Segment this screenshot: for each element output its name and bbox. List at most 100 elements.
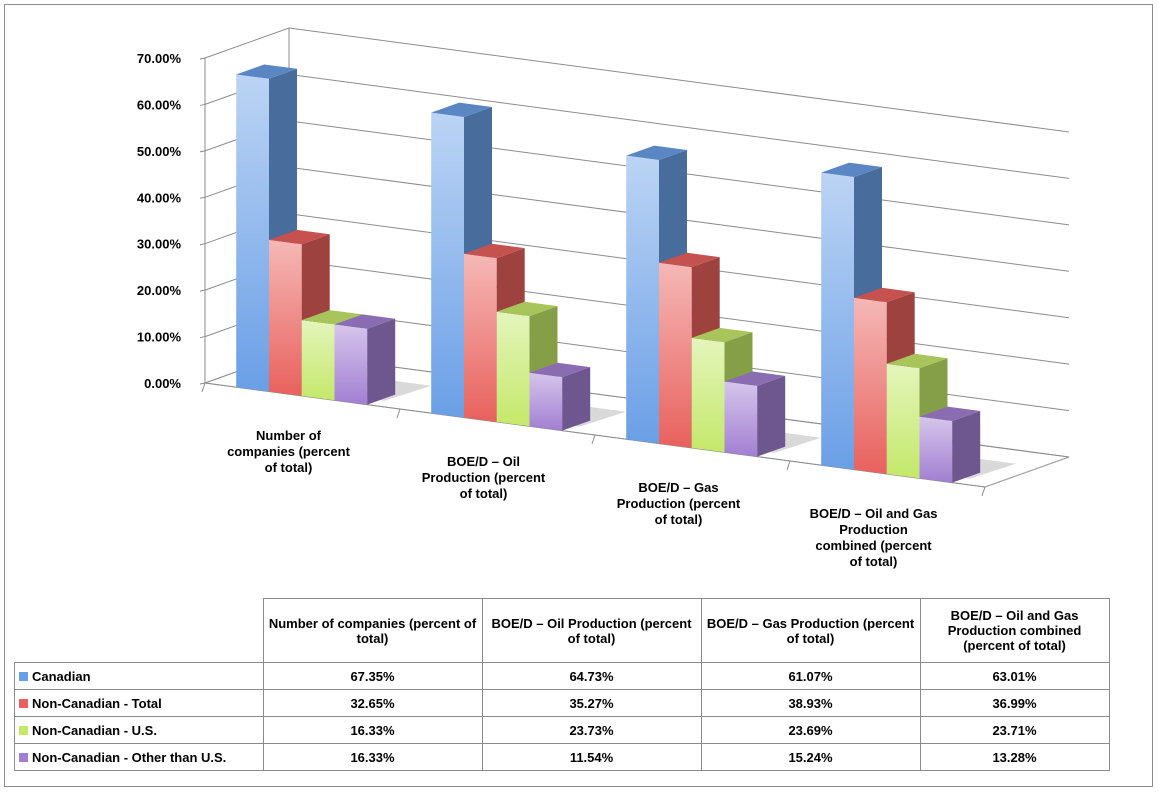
series-name: Non-Canadian - Total	[32, 695, 162, 711]
table-cell: 64.73%	[481, 662, 702, 690]
y-tick-label: 50.00%	[137, 144, 182, 159]
legend-swatch	[19, 698, 28, 708]
y-tick-mark	[199, 103, 206, 106]
x-tick-mark	[786, 460, 791, 471]
bar-top	[269, 229, 330, 245]
y-tick-label: 60.00%	[137, 97, 182, 112]
bar-front	[269, 239, 302, 396]
table-cell: 23.73%	[481, 716, 702, 744]
table-cell: 16.33%	[262, 716, 483, 744]
bar-top	[301, 310, 363, 325]
series-name: Non-Canadian - U.S.	[32, 722, 157, 738]
y-tick-mark	[199, 196, 206, 199]
bar	[919, 406, 981, 483]
table-cell: 35.27%	[481, 689, 702, 717]
bar-front	[659, 262, 692, 448]
table-cell: 32.65%	[262, 689, 483, 717]
legend-swatch	[19, 725, 28, 735]
y-tick-mark	[199, 336, 206, 339]
bar-top	[659, 252, 720, 268]
table-header-row: Number of companies (percent of total) B…	[14, 598, 1110, 663]
bar-front	[821, 172, 854, 470]
bar	[529, 362, 591, 431]
series-label: Non-Canadian - Total	[14, 689, 264, 717]
bar-top	[431, 102, 492, 117]
bar-front	[334, 324, 368, 405]
table-cell: 15.24%	[700, 743, 921, 771]
x-category-label: BOE/D – Oil Production (percent of total)	[422, 454, 546, 501]
bar-top	[854, 287, 915, 303]
table-corner	[14, 598, 264, 663]
series-label: Canadian	[14, 662, 264, 690]
bar-front	[301, 320, 335, 401]
y-tick-label: 10.00%	[137, 330, 182, 345]
table-cell: 13.28%	[919, 743, 1110, 771]
bar-top	[529, 362, 591, 378]
bar	[334, 314, 396, 405]
table-header: BOE/D – Gas Production (percent of total…	[700, 598, 921, 663]
bar-top	[821, 162, 882, 177]
bar-top	[691, 327, 753, 343]
x-category-label: BOE/D – Gas Production (percent of total)	[617, 480, 741, 527]
bar-top	[496, 301, 558, 317]
table-cell: 61.07%	[700, 662, 921, 690]
bar-front	[854, 297, 887, 474]
x-tick-mark	[201, 382, 206, 393]
y-tick-mark	[199, 243, 206, 246]
data-table: Number of companies (percent of total) B…	[14, 598, 1110, 771]
table-row: Non-Canadian - U.S. 16.33% 23.73% 23.69%…	[14, 716, 1110, 744]
bar-top	[886, 353, 948, 369]
bar-front	[886, 363, 920, 479]
y-tick-label: 20.00%	[137, 283, 182, 298]
bar-side	[367, 318, 396, 405]
y-tick-label: 30.00%	[137, 237, 182, 252]
y-tick-mark	[199, 150, 206, 153]
table-row: Non-Canadian - Other than U.S. 16.33% 11…	[14, 743, 1110, 771]
bar-front	[529, 372, 563, 431]
bar-top	[334, 314, 396, 329]
x-tick-mark	[591, 434, 596, 445]
table-row: Non-Canadian - Total 32.65% 35.27% 38.93…	[14, 689, 1110, 717]
y-tick-mark	[199, 382, 206, 385]
x-category-label: Number of companies (percent of total)	[227, 428, 350, 475]
legend-swatch	[19, 752, 28, 762]
bar-side	[562, 367, 591, 431]
series-label: Non-Canadian - U.S.	[14, 716, 264, 744]
bar-side	[757, 375, 786, 457]
table-header: Number of companies (percent of total)	[262, 598, 483, 663]
bar-front	[691, 337, 725, 453]
legend-swatch	[19, 671, 28, 681]
bar-front	[464, 253, 497, 422]
table-cell: 63.01%	[919, 662, 1110, 690]
bar-top	[919, 406, 981, 421]
y-tick-label: 40.00%	[137, 190, 182, 205]
bar-front	[724, 381, 758, 457]
table-cell: 67.35%	[262, 662, 483, 690]
x-category-label: BOE/D – Oil and Gas Production combined (p…	[810, 506, 938, 569]
bar-front	[496, 311, 530, 427]
bar-side	[952, 411, 981, 483]
y-tick-mark	[199, 57, 206, 60]
bar-top	[626, 145, 687, 160]
y-tick-mark	[199, 289, 206, 292]
table-cell: 11.54%	[481, 743, 702, 771]
bar-front	[626, 155, 659, 444]
bar-top	[464, 243, 525, 259]
x-tick-mark	[396, 408, 401, 419]
series-label: Non-Canadian - Other than U.S.	[14, 743, 264, 771]
bar	[724, 371, 786, 457]
bar-top	[236, 64, 297, 79]
table-cell: 16.33%	[262, 743, 483, 771]
table-header: BOE/D – Oil Production (percent of total…	[481, 598, 702, 663]
table-cell: 23.71%	[919, 716, 1110, 744]
table-cell: 23.69%	[700, 716, 921, 744]
table-cell: 38.93%	[700, 689, 921, 717]
gridline	[204, 27, 1070, 133]
series-name: Canadian	[32, 668, 91, 684]
table-cell: 36.99%	[919, 689, 1110, 717]
bar-top	[724, 371, 786, 386]
y-tick-label: 70.00%	[137, 51, 182, 66]
chart-area: 0.00% 10.00% 20.00% 30.00% 40.00% 50.00% 60.00…	[137, 27, 1070, 569]
series-name: Non-Canadian - Other than U.S.	[32, 749, 227, 765]
x-tick-mark	[981, 486, 986, 497]
